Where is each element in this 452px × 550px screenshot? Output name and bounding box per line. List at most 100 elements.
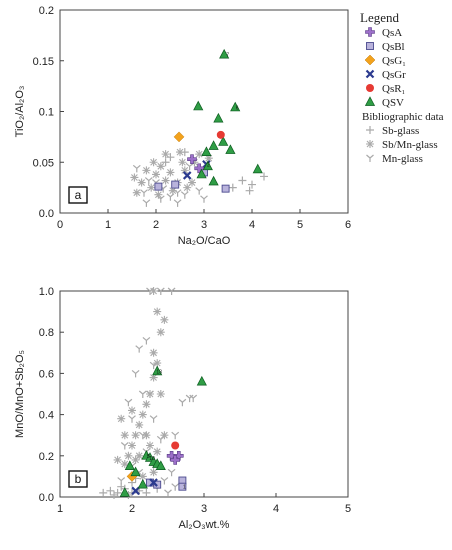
point-SbMn (153, 359, 162, 368)
point-SbMn (178, 158, 187, 167)
point-QsBl (171, 180, 180, 189)
point-Mn (132, 164, 141, 173)
x-tick-label: 5 (345, 503, 351, 515)
point-Mn (171, 431, 180, 440)
point-SbMn (180, 166, 189, 175)
point-Mn (135, 345, 144, 353)
y-tick-label: 0.2 (39, 451, 54, 463)
point-SbMn (149, 468, 158, 477)
point-SbMn (128, 406, 136, 415)
point-Mn (140, 189, 148, 197)
point-SbMn (168, 186, 177, 195)
point-QSV (219, 48, 230, 59)
point-SbMn (190, 158, 199, 167)
point-SbMn (138, 410, 147, 419)
point-QsG1 (173, 131, 185, 143)
y-tick-label: 0.0 (39, 208, 54, 220)
cross-icon (365, 69, 375, 79)
point-SbMn (137, 178, 146, 187)
point-SbMn (153, 307, 162, 316)
sample-label: 13 (156, 369, 162, 375)
point-QSV (137, 478, 148, 489)
point-SbMn (149, 373, 158, 382)
y-tick-label: 0.05 (33, 157, 54, 169)
point-QsR1 (216, 130, 225, 139)
point-SbMn (160, 315, 169, 324)
x-tick-label: 3 (201, 219, 207, 231)
point-Sb (110, 490, 118, 499)
point-Mn (180, 191, 189, 199)
point-QSV (208, 175, 219, 186)
point-QsA (187, 154, 197, 165)
point-Sb (228, 183, 237, 192)
point-Sb (166, 153, 175, 162)
point-Mn (178, 398, 187, 407)
point-SbMn (132, 188, 141, 197)
y-tick-label: 0.1 (39, 107, 54, 119)
point-QSV (130, 466, 141, 477)
point-SbMn (117, 414, 126, 423)
point-QSV (208, 140, 219, 150)
point-SbMn (120, 431, 129, 440)
point-QSV (152, 365, 163, 376)
point-QsA (170, 455, 180, 465)
legend-label-QSV: QSV (382, 97, 404, 109)
point-Sb (106, 486, 115, 495)
point-Sb (260, 172, 268, 181)
point-SbMn (153, 447, 162, 456)
point-SbMn (160, 431, 169, 440)
point-SbMn (161, 176, 170, 185)
triangle-icon (364, 96, 376, 106)
legend-label-Sb: Sb-glass (382, 125, 419, 137)
y-tick-label: 0.15 (33, 56, 54, 68)
point-QSV (124, 460, 135, 470)
point-SbMn (131, 431, 140, 440)
y-axis-label: MnO/MnO+Sb₂O₅ (14, 350, 26, 438)
point-Sb (161, 158, 170, 167)
point-Mn (195, 187, 204, 195)
point-QSV (193, 100, 204, 111)
point-SbMn (128, 441, 136, 450)
point-Mn (138, 390, 147, 398)
point-Mn (124, 398, 133, 407)
point-Mn (167, 468, 176, 477)
point-Mn (142, 199, 151, 207)
point-QSV (196, 375, 207, 386)
point-SbMn (195, 150, 204, 159)
point-Mn (156, 435, 165, 444)
point-Mn (164, 489, 172, 497)
point-Sb (248, 180, 256, 189)
legend-label-SbMn: Sb/Mn-glass (382, 139, 438, 151)
point-Mn (173, 189, 182, 197)
legend-biblio-title: Bibliographic data (362, 111, 444, 123)
y-icon (366, 154, 374, 162)
sample-label: 6 (236, 105, 239, 111)
point-SbMn (135, 420, 144, 429)
point-Mn (131, 369, 140, 378)
point-QsGr (182, 171, 192, 180)
panel-letter: a (75, 188, 82, 202)
x-tick-label: 3 (201, 503, 207, 515)
point-Mn (200, 195, 208, 203)
y-tick-label: 0.8 (39, 327, 54, 339)
point-Mn (142, 336, 151, 345)
y-tick-label: 0.6 (39, 368, 54, 380)
point-Mn (173, 199, 182, 207)
sample-label: 2 (207, 162, 210, 168)
point-Mn (146, 390, 154, 398)
panel-letter: b (75, 472, 82, 486)
legend-label-Mn: Mn-glass (382, 153, 423, 165)
panel-a: 0 1 2 3 4 5 6 0.0 0.05 0.1 0.15 0.2 Na₂O/CaO TiO₂/Al₂… (14, 5, 351, 247)
x-tick-label: 4 (249, 219, 255, 231)
circle-icon (366, 84, 374, 92)
point-SbMn (146, 441, 154, 450)
x-tick-label: 6 (345, 219, 351, 231)
legend-title: Legend (360, 10, 399, 25)
legend-label-QsG1: QsG₁ (382, 55, 406, 67)
y-tick-label: 0.0 (39, 492, 54, 504)
x-tick-label: 1 (105, 219, 111, 231)
point-SbMn (166, 168, 175, 177)
point-Sb (238, 176, 247, 185)
diamond-icon (364, 54, 376, 66)
